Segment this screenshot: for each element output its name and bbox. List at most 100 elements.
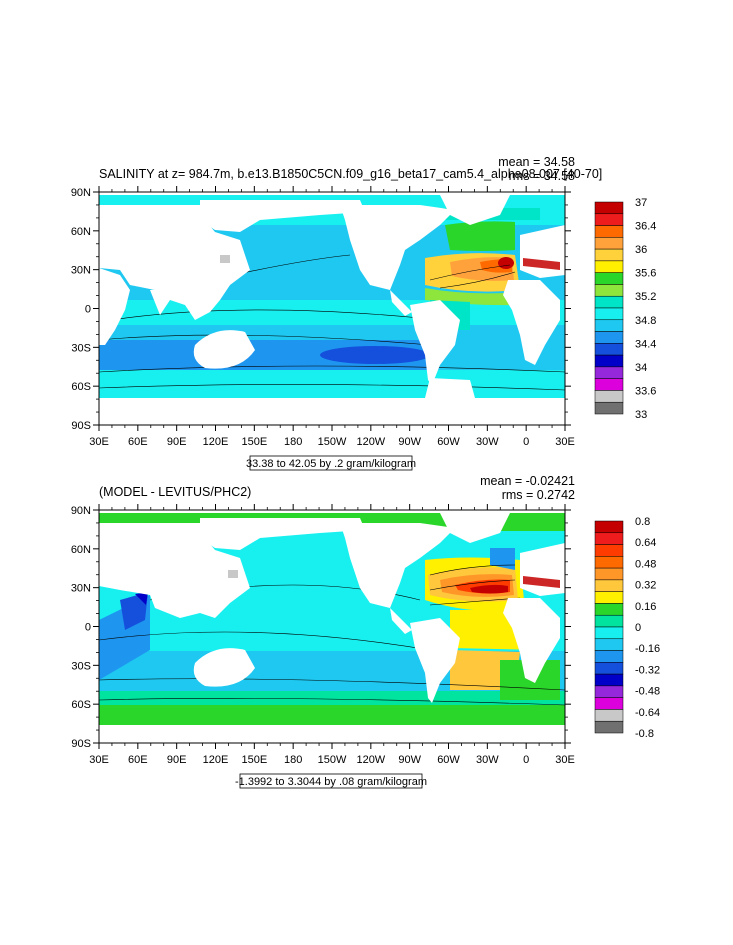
land-masses: [99, 195, 565, 425]
colorbar-label: 0.16: [635, 601, 656, 613]
salinity-colorbar: 37 36.4 36 35.6 35.2 34.8 34.4 34 33.6 33: [594, 197, 656, 421]
x-tick-label: 120W: [356, 754, 385, 766]
colorbar-swatch: [594, 343, 624, 356]
colorbar-swatch: [594, 390, 624, 403]
y-tick-label: 90S: [71, 420, 91, 432]
y-tick-label: 30N: [71, 583, 91, 595]
colorbar-swatch: [594, 556, 624, 569]
colorbar-swatch: [594, 319, 624, 332]
contour-info-box: 33.38 to 42.05 by .2 gram/kilogram: [246, 455, 416, 471]
salinity-axes: 30E 60E 90E 120E 150E 180 150W 120W 90W 60W 30W 0 30…: [71, 186, 575, 448]
colorbar-swatch: [594, 201, 624, 215]
colorbar-label: -0.32: [635, 664, 660, 676]
x-tick-label: 60E: [128, 436, 148, 448]
y-tick-label: 90N: [71, 187, 91, 199]
x-tick-label: 150W: [318, 436, 347, 448]
panel-title: (MODEL - LEVITUS/PHC2): [99, 485, 251, 499]
colorbar-swatch: [594, 720, 624, 734]
colorbar-swatch: [594, 544, 624, 557]
x-tick-label: 120E: [203, 754, 229, 766]
difference-panel: (MODEL - LEVITUS/PHC2) mean = -0.02421 r…: [71, 474, 660, 789]
x-tick-label: 60E: [128, 754, 148, 766]
x-tick-label: 180: [284, 436, 302, 448]
colorbar-swatch: [594, 567, 624, 581]
colorbar-label: 34.8: [635, 315, 656, 327]
x-tick-label: 150W: [318, 754, 347, 766]
colorbar-label: 0.64: [635, 537, 656, 549]
colorbar-swatch: [594, 354, 624, 368]
colorbar-swatch: [594, 591, 624, 604]
colorbar-swatch: [594, 685, 624, 698]
x-tick-label: 30E: [89, 754, 109, 766]
difference-axes: 30E 60E 90E 120E 150E 180 150W 120W 90W 60W 30W 0 30…: [71, 504, 575, 766]
x-tick-label: 60W: [437, 754, 460, 766]
x-tick-label: 30E: [555, 436, 575, 448]
colorbar-swatch: [594, 709, 624, 722]
x-tick-label: 30E: [555, 754, 575, 766]
colorbar-swatch: [594, 401, 624, 415]
rms-label: rms = 0.2742: [502, 488, 575, 502]
colorbar-swatch: [594, 626, 624, 640]
colorbar-label: 34.4: [635, 338, 656, 350]
x-tick-label: 30E: [89, 436, 109, 448]
contour-info-box: -1.3992 to 3.3044 by .08 gram/kilogram: [235, 773, 427, 789]
colorbar-label: 35.2: [635, 291, 656, 303]
y-tick-label: 60S: [71, 699, 91, 711]
colorbar-label: 0.48: [635, 558, 656, 570]
land-masses: [99, 513, 565, 743]
colorbar-label: -0.16: [635, 643, 660, 655]
salinity-map-field: [99, 192, 565, 425]
colorbar-label: 0.8: [635, 516, 650, 528]
x-tick-label: 180: [284, 754, 302, 766]
colorbar-swatch: [594, 295, 624, 309]
colorbar-label: 35.6: [635, 268, 656, 280]
y-tick-label: 30N: [71, 265, 91, 277]
colorbar-label: 0.32: [635, 580, 656, 592]
colorbar-swatch: [594, 272, 624, 285]
colorbar-label: -0.64: [635, 707, 660, 719]
colorbar-swatch: [594, 520, 624, 534]
colorbar-swatch: [594, 697, 624, 710]
colorbar-swatch: [594, 237, 624, 250]
x-tick-label: 0: [523, 754, 529, 766]
colorbar-label: 33: [635, 409, 647, 421]
colorbar-swatch: [594, 650, 624, 663]
colorbar-swatch: [594, 213, 624, 226]
difference-colorbar: 0.8 0.64 0.48 0.32 0.16 0 -0.16 -0.32 -0.48 -0.64…: [594, 516, 660, 740]
mean-label: mean = 34.58: [498, 155, 575, 169]
colorbar-swatch: [594, 662, 624, 675]
colorbar-swatch: [594, 378, 624, 391]
y-tick-label: 60S: [71, 381, 91, 393]
x-tick-label: 120E: [203, 436, 229, 448]
colorbar-label: 37: [635, 197, 647, 209]
x-tick-label: 120W: [356, 436, 385, 448]
colorbar-swatch: [594, 260, 624, 273]
x-tick-label: 30W: [476, 754, 499, 766]
y-tick-label: 30S: [71, 660, 91, 672]
x-tick-label: 150E: [241, 436, 267, 448]
colorbar-swatch: [594, 603, 624, 616]
colorbar-label: -0.48: [635, 686, 660, 698]
colorbar-swatch: [594, 331, 624, 344]
y-tick-label: 60N: [71, 544, 91, 556]
contour-info-text: 33.38 to 42.05 by .2 gram/kilogram: [246, 458, 416, 470]
mean-label: mean = -0.02421: [480, 474, 575, 488]
colorbar-label: -0.8: [635, 728, 654, 740]
colorbar-swatch: [594, 307, 624, 321]
y-tick-label: 0: [85, 304, 91, 316]
colorbar-swatch: [594, 366, 624, 379]
colorbar-swatch: [594, 579, 624, 592]
colorbar-label: 0: [635, 622, 641, 634]
colorbar-swatch: [594, 614, 624, 628]
colorbar-label: 33.6: [635, 385, 656, 397]
y-tick-label: 0: [85, 622, 91, 634]
x-tick-label: 90E: [167, 754, 187, 766]
difference-map-field: [99, 510, 565, 743]
colorbar-swatch: [594, 225, 624, 238]
panel-title: SALINITY at z= 984.7m, b.e13.B1850C5CN.f…: [99, 167, 602, 181]
y-tick-label: 90N: [71, 505, 91, 517]
y-tick-label: 30S: [71, 342, 91, 354]
colorbar-label: 36: [635, 244, 647, 256]
x-tick-label: 90W: [398, 754, 421, 766]
x-tick-label: 30W: [476, 436, 499, 448]
